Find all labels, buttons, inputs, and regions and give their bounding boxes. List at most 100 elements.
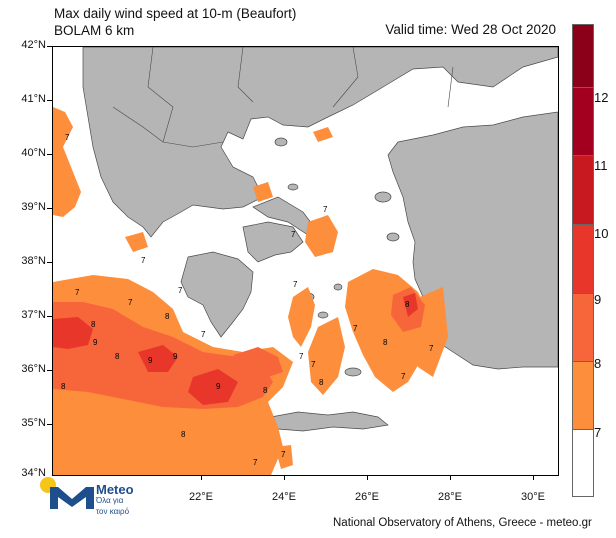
colorbar-segment-12plus [572,24,594,88]
colorbar-segment-below7 [572,429,594,497]
svg-text:7: 7 [293,280,298,289]
lon-label-26: 26°E [355,491,379,503]
bf9-center [138,345,178,372]
island-rhodes-area [344,367,362,377]
lon-label-28: 28°E [438,491,462,503]
lon-label-24: 24°E [272,491,296,503]
lon-label-30: 30°E [521,491,545,503]
valid-time: Valid time: Wed 28 Oct 2020 [385,22,556,37]
svg-text:7: 7 [291,230,296,239]
svg-text:8: 8 [61,382,66,391]
svg-text:7: 7 [353,324,358,333]
svg-text:9: 9 [216,382,221,391]
colorbar-label-9: 9 [594,292,602,307]
bf9-west [53,317,93,349]
bf9-south [188,369,238,405]
lon-tick [201,475,202,480]
lat-label-37: 37°N [21,309,46,321]
svg-text:7: 7 [299,352,304,361]
meteo-logo: Meteo Όλα για τον καιρό [96,482,134,517]
island-thasos [274,137,288,147]
bf7-ionian-north [53,107,81,217]
bf7-north-aegean [305,215,338,257]
lon-tick [533,475,534,480]
footer-credit: National Observatory of Athens, Greece -… [333,517,592,529]
svg-text:7: 7 [429,344,434,353]
island-cyclades-3 [333,283,343,291]
svg-text:7: 7 [253,458,258,467]
land-peloponnese [180,251,254,338]
lat-tick [47,100,52,101]
lon-label-22: 22°E [189,491,213,503]
title-line-2: BOLAM 6 km [54,23,135,38]
svg-text:9: 9 [173,352,178,361]
bf9-rhodes [403,293,418,317]
colorbar-label-10: 10 [594,226,609,241]
map-title: Max daily wind speed at 10-m (Beaufort) … [54,5,296,39]
colorbar-label-7: 7 [594,425,602,440]
svg-text:9: 9 [148,356,153,365]
svg-text:8: 8 [181,430,186,439]
title-line-1: Max daily wind speed at 10-m (Beaufort) [54,6,297,21]
colorbar-segment-7 [572,361,594,430]
land-attica [242,221,304,263]
logo-subtitle-1: Όλα για [96,496,124,505]
bf7-patch-a [253,182,273,202]
lat-tick [47,262,52,263]
svg-text:7: 7 [201,330,206,339]
colorbar-segment-11 [572,87,594,156]
logo-title: Meteo [96,482,134,497]
colorbar-label-11: 11 [594,158,608,173]
contour-labels: 7 7 7 7 8 9 8 9 9 8 8 8 9 8 7 7 7 8 7 8 … [61,133,434,467]
lat-tick [47,370,52,371]
island-cyclades-2 [317,311,329,319]
colorbar-segment-8 [572,293,594,362]
logo-subtitle-2: τον καιρό [96,507,130,516]
lat-label-35: 35°N [21,417,46,429]
lat-tick [47,154,52,155]
lat-label-42: 42°N [21,39,46,51]
lat-tick [47,208,52,209]
colorbar-segment-9 [572,224,594,294]
svg-text:7: 7 [281,450,286,459]
svg-text:7: 7 [128,298,133,307]
svg-text:7: 7 [141,256,146,265]
svg-text:8: 8 [115,352,120,361]
lat-tick [47,316,52,317]
bf7-crete-east [275,445,293,469]
svg-text:8: 8 [165,312,170,321]
island-lesvos [374,191,392,203]
lon-tick [284,475,285,480]
lat-label-34: 34°N [21,467,46,479]
bf7-gulf [125,232,148,252]
land-balkans [82,47,558,238]
map-area: 7 7 7 7 8 9 8 9 9 8 8 8 9 8 7 7 7 8 7 8 … [52,46,559,476]
lat-label-40: 40°N [21,147,46,159]
bf9-layer [53,293,418,405]
bf7-patch-b [313,127,333,142]
svg-text:7: 7 [311,360,316,369]
lat-label-38: 38°N [21,255,46,267]
colorbar-segment-10 [572,155,594,225]
land-layer [82,47,558,432]
svg-text:8: 8 [91,320,96,329]
svg-text:7: 7 [75,288,80,297]
lat-label-36: 36°N [21,363,46,375]
lat-label-39: 39°N [21,201,46,213]
lat-tick [47,46,52,47]
meteo-logo-icon [50,487,94,509]
svg-text:7: 7 [65,133,70,142]
island-chios [386,232,400,242]
land-crete [270,411,389,432]
svg-text:8: 8 [263,386,268,395]
bf8-east [233,347,283,377]
lon-tick [450,475,451,480]
lon-tick [367,475,368,480]
map-svg: 7 7 7 7 8 9 8 9 9 8 8 8 9 8 7 7 7 8 7 8 … [53,47,558,475]
svg-text:7: 7 [178,286,183,295]
colorbar-label-8: 8 [594,356,602,371]
bf7-aegean-east [308,317,345,395]
island-sporades [287,183,299,191]
bf7-aegean-center [288,287,315,347]
lat-label-41: 41°N [21,93,46,105]
